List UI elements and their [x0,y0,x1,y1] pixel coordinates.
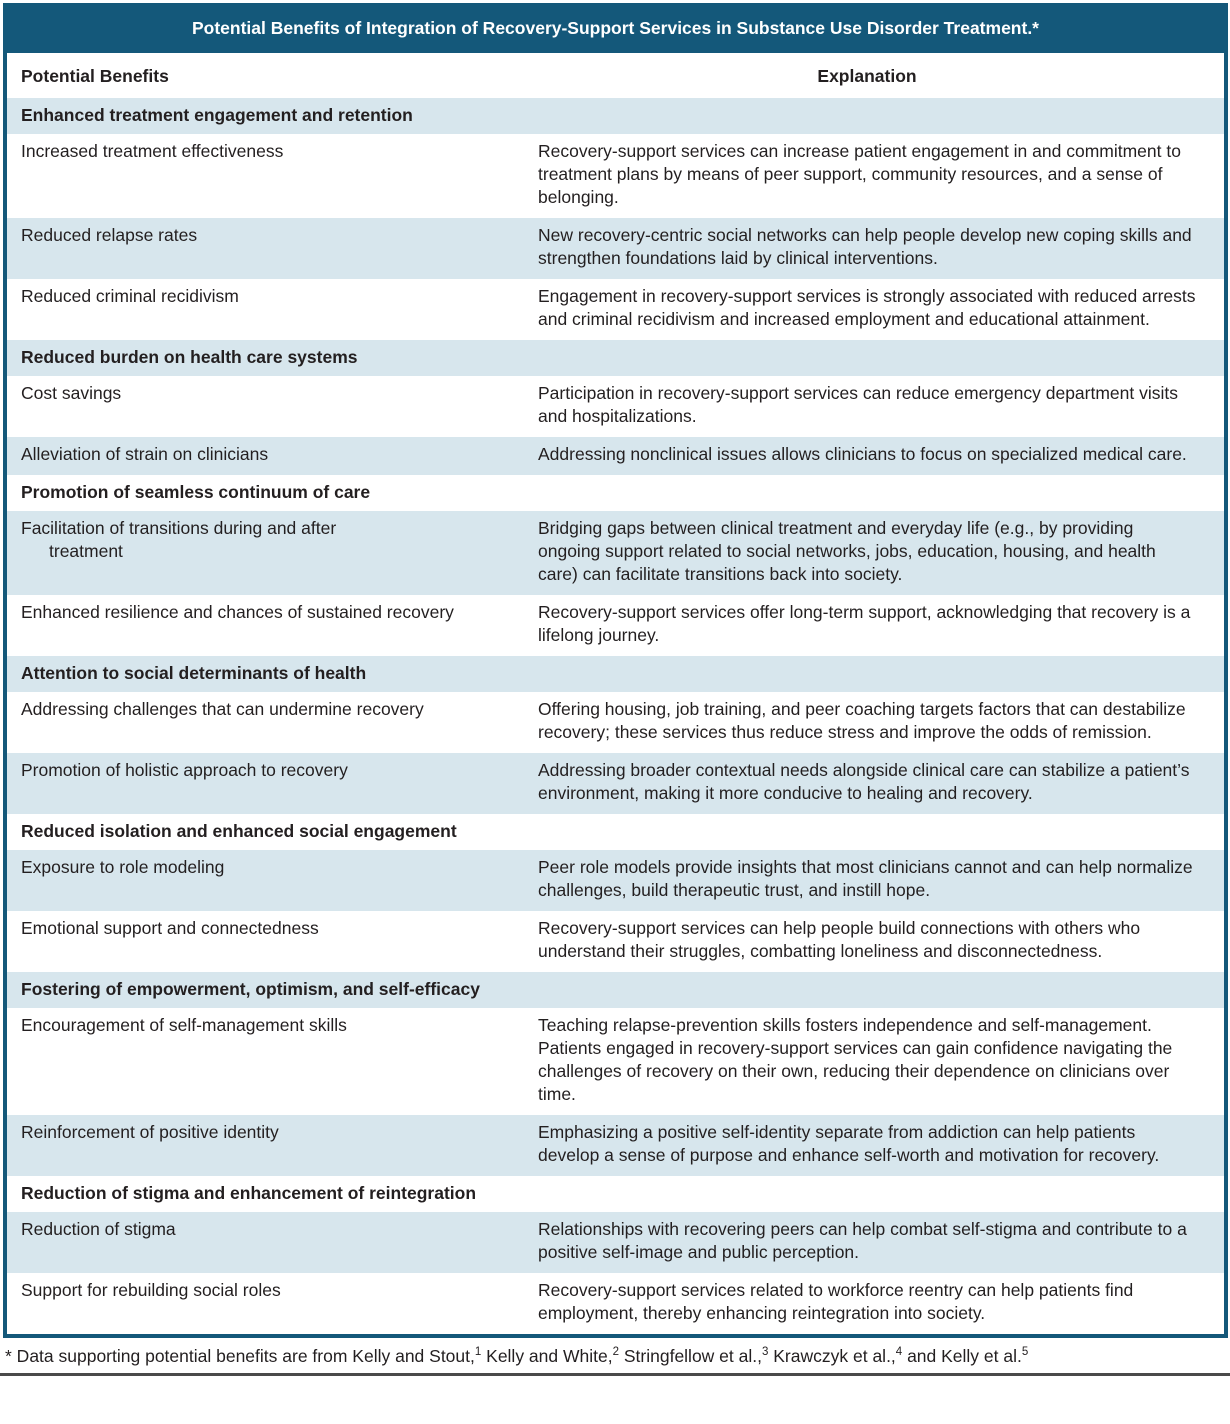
explanation-cell: Teaching relapse-prevention skills foste… [538,1015,1173,1104]
footnote-citation: and Kelly et al. [902,1346,1022,1366]
section-title: Enhanced treatment engagement and retent… [21,105,413,125]
explanation-cell: Recovery-support services related to wor… [538,1280,1134,1323]
benefit-cell: Alleviation of strain on clinicians [7,437,538,475]
table-row: Addressing challenges that can undermine… [7,692,1224,753]
footnote-asterisk: * [5,1346,12,1366]
table-row: Reduced relapse rates New recovery-centri… [7,218,1224,279]
explanation-cell: Engagement in recovery-support services … [538,286,1196,329]
section-row: Reduced isolation and enhanced social en… [7,814,1224,850]
benefit-label: Increased treatment effectiveness [21,141,284,161]
table-row: Reduced criminal recidivism Engagement in… [7,279,1224,340]
footnote-text: Data supporting potential benefits are f… [11,1346,1029,1366]
benefit-cell: Reduction of stigma [7,1212,538,1273]
table-rows: Enhanced treatment engagement and retent… [7,98,1224,1334]
explanation-cell: Offering housing, job training, and peer… [538,699,1186,742]
table-row: Encouragement of self-management skills T… [7,1008,1224,1115]
benefit-cell: Enhanced resilience and chances of susta… [7,595,538,656]
benefit-cell: Reduced criminal recidivism [7,279,538,340]
benefit-cell: Facilitation of transitions during and a… [7,511,538,595]
benefit-label: Facilitation of transitions during and a… [21,518,337,561]
table-row: Reduction of stigma Relationships with re… [7,1212,1224,1273]
benefit-label: Alleviation of strain on clinicians [21,444,269,464]
footnote-reference-number: 1 [474,1346,482,1359]
benefit-cell: Exposure to role modeling [7,850,538,911]
benefit-label: Encouragement of self-management skills [21,1015,347,1035]
benefit-label: Reduced criminal recidivism [21,286,239,306]
footnote-citation: Kelly and Stout, [352,1346,475,1366]
benefit-label: Cost savings [21,383,122,403]
benefit-label: Reinforcement of positive identity [21,1122,279,1142]
footnote: * Data supporting potential benefits are… [5,1345,1230,1368]
benefit-label: Support for rebuilding social roles [21,1280,281,1300]
page: Potential Benefits of Integration of Rec… [0,3,1230,1376]
table-title: Potential Benefits of Integration of Rec… [7,3,1224,53]
explanation-cell: Recovery-support services offer long-ter… [538,602,1191,645]
benefit-cell: Cost savings [7,376,538,437]
benefit-cell: Promotion of holistic approach to recove… [7,753,538,814]
table-row: Support for rebuilding social roles Recov… [7,1273,1224,1334]
column-header-explanation: Explanation [817,66,917,86]
explanation-cell: Bridging gaps between clinical treatment… [538,518,1156,584]
footnote-reference-number: 5 [1021,1346,1029,1359]
section-title: Promotion of seamless continuum of care [21,482,371,502]
table-row: Emotional support and connectedness Recov… [7,911,1224,972]
benefits-table: Potential Benefits of Integration of Rec… [3,3,1228,1338]
section-row: Attention to social determinants of heal… [7,656,1224,692]
benefit-label: Reduction of stigma [21,1219,176,1239]
explanation-cell: Emphasizing a positive self-identity sep… [538,1122,1160,1165]
table-row: Promotion of holistic approach to recove… [7,753,1224,814]
footnote-citation: Stringfellow et al., [619,1346,762,1366]
benefit-label: Enhanced resilience and chances of susta… [21,602,454,622]
footnote-reference-number: 4 [895,1346,903,1359]
benefit-cell: Increased treatment effectiveness [7,134,538,218]
explanation-cell: Recovery-support services can increase p… [538,141,1181,207]
footnote-citation: Kelly and White, [481,1346,613,1366]
section-row: Promotion of seamless continuum of care [7,475,1224,511]
section-title: Fostering of empowerment, optimism, and … [21,979,480,999]
table-row: Cost savings Participation in recovery-su… [7,376,1224,437]
column-header-potential-benefits: Potential Benefits [21,66,169,86]
section-title: Reduced burden on health care systems [21,347,358,367]
column-header-row: Potential Benefits Explanation [7,53,1224,98]
table-row: Alleviation of strain on clinicians Addre… [7,437,1224,475]
explanation-cell: Participation in recovery-support servic… [538,383,1179,426]
footnote-reference-number: 2 [612,1346,619,1359]
section-title: Attention to social determinants of heal… [21,663,367,683]
table-row: Facilitation of transitions during and a… [7,511,1224,595]
footnote-citation: Krawczyk et al., [768,1346,896,1366]
benefit-cell: Reinforcement of positive identity [7,1115,538,1176]
benefit-cell: Addressing challenges that can undermine… [7,692,538,753]
section-row: Enhanced treatment engagement and retent… [7,98,1224,134]
benefit-cell: Encouragement of self-management skills [7,1008,538,1115]
explanation-cell: Relationships with recovering peers can … [538,1219,1187,1262]
table-row: Increased treatment effectiveness Recover… [7,134,1224,218]
benefit-label: Exposure to role modeling [21,857,225,877]
section-title: Reduced isolation and enhanced social en… [21,821,457,841]
explanation-cell: Addressing broader contextual needs alon… [538,760,1190,803]
explanation-cell: Addressing nonclinical issues allows cli… [538,444,1187,464]
footnote-lead: Data supporting potential benefits are f… [11,1346,353,1366]
benefit-cell: Emotional support and connectedness [7,911,538,972]
section-row: Fostering of empowerment, optimism, and … [7,972,1224,1008]
table-row: Exposure to role modeling Peer role model… [7,850,1224,911]
benefit-cell: Reduced relapse rates [7,218,538,279]
section-row: Reduction of stigma and enhancement of r… [7,1176,1224,1212]
benefit-label: Promotion of holistic approach to recove… [21,760,348,780]
benefit-label: Addressing challenges that can undermine… [21,699,424,719]
section-row: Reduced burden on health care systems [7,340,1224,376]
explanation-cell: Recovery-support services can help peopl… [538,918,1141,961]
explanation-cell: New recovery-centric social networks can… [538,225,1192,268]
benefit-label: Reduced relapse rates [21,225,198,245]
benefit-cell: Support for rebuilding social roles [7,1273,538,1334]
bottom-rule [0,1373,1230,1376]
benefit-label: Emotional support and connectedness [21,918,319,938]
section-title: Reduction of stigma and enhancement of r… [21,1183,477,1203]
footnote-reference-number: 3 [761,1346,769,1359]
explanation-cell: Peer role models provide insights that m… [538,857,1193,900]
table-row: Enhanced resilience and chances of susta… [7,595,1224,656]
table-row: Reinforcement of positive identity Emphas… [7,1115,1224,1176]
